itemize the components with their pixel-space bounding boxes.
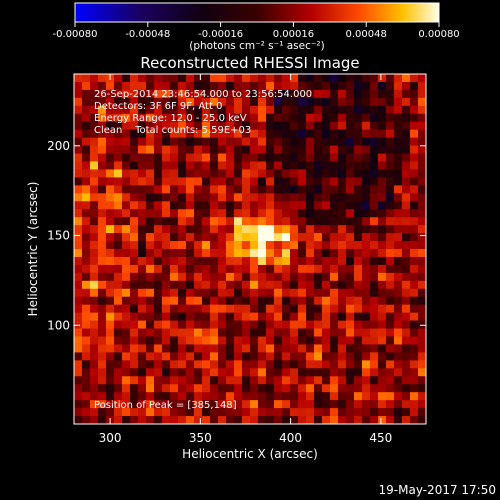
x-axis-label: Heliocentric X (arcsec) <box>182 447 318 461</box>
annotation-energy-range: Energy Range: 12.0 - 25.0 keV <box>94 113 247 124</box>
colorbar <box>74 2 440 23</box>
x-tick-label: 450 <box>369 431 392 445</box>
footer-timestamp: 19-May-2017 17:50 <box>379 483 496 497</box>
y-tick-label: 150 <box>47 229 70 243</box>
colorbar-tick-label: -0.00048 <box>125 29 170 40</box>
colorbar-tick-label: -0.00016 <box>198 29 243 40</box>
colorbar-tick-label: 0.00080 <box>418 29 459 40</box>
annotation-time-range: 26-Sep-2014 23:46:54.000 to 23:56:54.000 <box>94 89 312 100</box>
colorbar-tick-label: -0.00080 <box>53 29 98 40</box>
plot-frame <box>73 73 427 425</box>
x-axis-ticks: 300 350 400 450 <box>99 74 392 445</box>
chart-title: Reconstructed RHESSI Image <box>140 54 359 72</box>
annotation-clean-counts: Clean Total counts: 5.59E+03 <box>94 125 251 136</box>
annotation-block: 26-Sep-2014 23:46:54.000 to 23:56:54.000… <box>94 89 312 136</box>
colorbar-tick-label: 0.00016 <box>273 29 314 40</box>
x-tick-label: 350 <box>189 431 212 445</box>
y-tick-label: 200 <box>47 139 70 153</box>
colorbar-tick-label: 0.00048 <box>346 29 387 40</box>
annotation-detectors: Detectors: 3F 6F 9F, Att 0 <box>94 101 222 112</box>
y-axis-ticks: 100 150 200 <box>47 139 426 332</box>
y-tick-label: 100 <box>47 318 70 332</box>
heatmap-image <box>74 74 426 424</box>
x-tick-label: 300 <box>99 431 122 445</box>
colorbar-ticks: -0.00080 -0.00048 -0.00016 0.00016 0.00048 0.… <box>53 22 460 40</box>
colorbar-units: (photons cm⁻² s⁻¹ asec⁻²) <box>189 40 324 52</box>
peak-position-label: Position of Peak = [385,148] <box>94 400 237 411</box>
y-axis-label: Heliocentric Y (arcsec) <box>26 182 40 317</box>
x-tick-label: 400 <box>279 431 302 445</box>
